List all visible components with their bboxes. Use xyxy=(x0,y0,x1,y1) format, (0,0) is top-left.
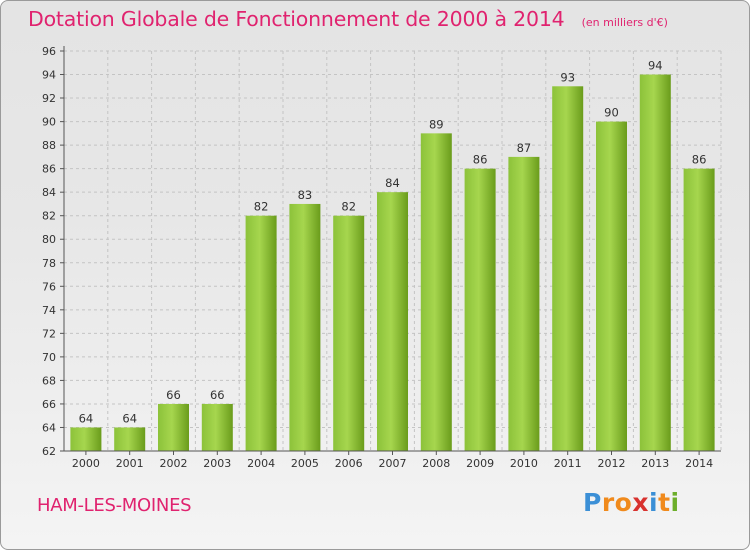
data-label: 94 xyxy=(648,59,663,73)
commune-name: HAM-LES-MOINES xyxy=(37,495,192,516)
bar xyxy=(114,427,146,451)
bar xyxy=(552,86,584,451)
bar xyxy=(201,403,233,451)
data-label: 86 xyxy=(473,153,488,167)
data-label: 66 xyxy=(166,388,181,402)
x-tick-label: 2011 xyxy=(554,457,582,470)
x-tick-label: 2008 xyxy=(422,457,450,470)
bar xyxy=(158,403,189,451)
title-row: Dotation Globale de Fonctionnement de 20… xyxy=(28,7,668,31)
bar xyxy=(245,215,277,451)
y-tick-label: 66 xyxy=(42,398,56,411)
y-tick-label: 74 xyxy=(42,304,56,317)
y-tick-label: 94 xyxy=(42,69,56,82)
y-tick-label: 92 xyxy=(42,92,56,105)
y-tick-label: 72 xyxy=(42,327,56,340)
y-tick-label: 62 xyxy=(42,445,56,458)
x-tick-label: 2014 xyxy=(685,457,713,470)
logo-letter: r xyxy=(601,488,615,517)
data-label: 66 xyxy=(210,388,225,402)
y-tick-label: 64 xyxy=(42,421,56,434)
bar xyxy=(70,427,102,451)
x-tick-label: 2009 xyxy=(466,457,494,470)
bar xyxy=(420,133,452,451)
data-label: 82 xyxy=(341,200,356,214)
logo-letter: o xyxy=(614,488,633,517)
x-tick-label: 2010 xyxy=(510,457,538,470)
bars xyxy=(70,74,715,452)
logo-letter: i xyxy=(649,488,659,517)
y-tick-label: 76 xyxy=(42,280,56,293)
data-label: 64 xyxy=(79,411,94,425)
y-tick-label: 82 xyxy=(42,210,56,223)
y-tick-label: 80 xyxy=(42,233,56,246)
bar xyxy=(464,168,496,451)
chart-subtitle: (en milliers d'€) xyxy=(581,16,668,29)
data-label: 87 xyxy=(517,141,532,155)
x-tick-label: 2004 xyxy=(247,457,275,470)
data-label: 64 xyxy=(122,411,137,425)
bar xyxy=(508,156,540,451)
x-tick-label: 2001 xyxy=(116,457,144,470)
y-tick-label: 96 xyxy=(42,45,56,58)
data-label: 84 xyxy=(385,176,400,190)
y-tick-label: 86 xyxy=(42,163,56,176)
proxiti-logo: Proxiti xyxy=(583,488,680,517)
y-tick-label: 70 xyxy=(42,351,56,364)
axes: 62 64 66 68 70 72 74 76 78 80 82 84 86 88 90 92 94 96 2000… xyxy=(42,45,721,470)
bar xyxy=(683,168,715,451)
bar xyxy=(333,215,365,451)
logo-letter: x xyxy=(632,488,649,517)
bar xyxy=(596,121,627,452)
y-tick-label: 84 xyxy=(42,186,56,199)
x-tick-label: 2012 xyxy=(598,457,626,470)
bar xyxy=(289,203,321,451)
y-tick-label: 88 xyxy=(42,139,56,152)
x-tick-label: 2003 xyxy=(203,457,231,470)
logo-letter: i xyxy=(670,488,680,517)
data-label: 89 xyxy=(429,117,444,131)
x-tick-label: 2013 xyxy=(641,457,669,470)
data-label: 90 xyxy=(604,106,619,120)
x-tick-label: 2007 xyxy=(379,457,407,470)
logo-letter: t xyxy=(658,488,671,517)
data-label: 83 xyxy=(298,188,313,202)
bar xyxy=(377,192,408,452)
x-tick-label: 2005 xyxy=(291,457,319,470)
chart-title: Dotation Globale de Fonctionnement de 20… xyxy=(28,7,565,31)
x-tick-label: 2002 xyxy=(160,457,188,470)
x-tick-label: 2006 xyxy=(335,457,363,470)
data-label: 93 xyxy=(560,70,575,84)
y-tick-label: 68 xyxy=(42,374,56,387)
x-tick-label: 2000 xyxy=(72,457,100,470)
y-tick-label: 90 xyxy=(42,116,56,129)
logo-letter: P xyxy=(583,488,602,517)
y-tick-label: 78 xyxy=(42,257,56,270)
data-label: 86 xyxy=(692,153,707,167)
bar xyxy=(639,74,671,451)
data-label: 82 xyxy=(254,200,269,214)
data-labels: 64 64 66 66 82 83 82 84 89 86 87 93 90 94 86 xyxy=(79,59,707,426)
